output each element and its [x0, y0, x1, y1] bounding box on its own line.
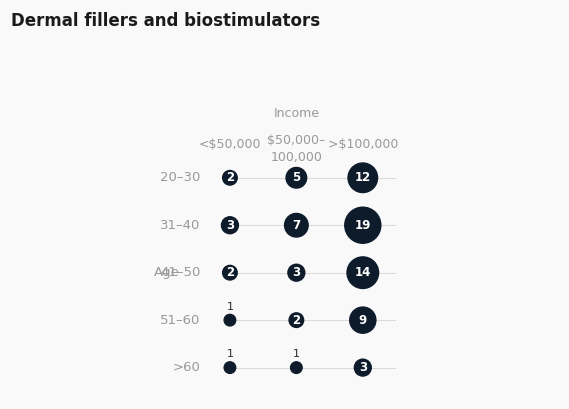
Circle shape [350, 307, 376, 333]
Text: 2: 2 [226, 171, 234, 184]
Circle shape [284, 213, 308, 237]
Circle shape [222, 265, 237, 280]
Text: 5: 5 [292, 171, 300, 184]
Circle shape [354, 359, 371, 376]
Circle shape [289, 313, 304, 328]
Text: Dermal fillers and biostimulators: Dermal fillers and biostimulators [11, 12, 320, 30]
Text: 2: 2 [226, 266, 234, 279]
Circle shape [221, 217, 238, 234]
Text: 9: 9 [358, 314, 367, 327]
Text: 1: 1 [226, 349, 233, 359]
Text: >60: >60 [172, 361, 200, 374]
Circle shape [291, 362, 302, 373]
Text: 3: 3 [358, 361, 367, 374]
Text: 3: 3 [226, 219, 234, 232]
Text: >​$100,000: >​$100,000 [328, 138, 398, 151]
Text: 12: 12 [354, 171, 371, 184]
Circle shape [347, 257, 378, 288]
Text: 19: 19 [354, 219, 371, 232]
Text: 20–30: 20–30 [160, 171, 200, 184]
Text: 1: 1 [226, 301, 233, 312]
Circle shape [222, 171, 237, 185]
Circle shape [224, 315, 236, 326]
Text: 51–60: 51–60 [160, 314, 200, 327]
Circle shape [348, 163, 378, 193]
Text: 2: 2 [292, 314, 300, 327]
Text: 3: 3 [292, 266, 300, 279]
Text: Age: Age [154, 266, 180, 279]
Text: 7: 7 [292, 219, 300, 232]
Text: Income: Income [273, 107, 319, 120]
Text: 14: 14 [354, 266, 371, 279]
Text: $50,000–
100,000: $50,000– 100,000 [267, 134, 325, 164]
Text: 1: 1 [293, 349, 300, 359]
Text: 31–40: 31–40 [160, 219, 200, 232]
Circle shape [286, 167, 307, 188]
Text: <$50,000: <$50,000 [199, 138, 261, 151]
Circle shape [345, 207, 381, 243]
Text: 41–50: 41–50 [160, 266, 200, 279]
Circle shape [288, 264, 305, 281]
Circle shape [224, 362, 236, 373]
